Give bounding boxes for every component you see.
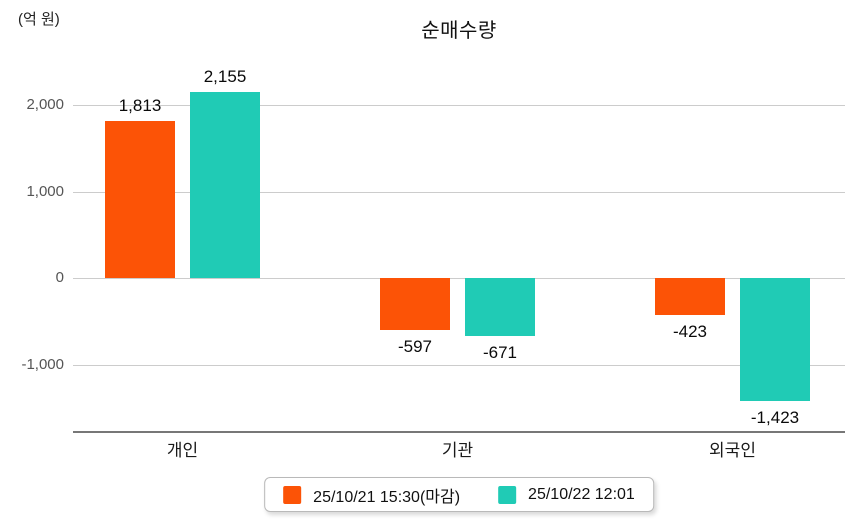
- value-label: -597: [397, 336, 433, 356]
- legend-swatch: [283, 485, 302, 504]
- legend-swatch: [498, 485, 517, 504]
- gridline: [73, 278, 845, 279]
- category-label-외국인: 외국인: [709, 441, 756, 460]
- y-tick-label: 0: [55, 269, 64, 286]
- category-label-기관: 기관: [441, 441, 474, 460]
- bar-기관-s2: [465, 278, 535, 337]
- y-tick-label: 1,000: [26, 182, 64, 200]
- gridline: [73, 364, 845, 366]
- legend-item-series2: 25/10/22 12:01: [498, 485, 635, 504]
- legend-label: 25/10/22 12:01: [528, 485, 635, 503]
- value-label: 1,813: [118, 96, 162, 116]
- bar-외국인-s2: [740, 278, 810, 402]
- value-label: -671: [482, 343, 518, 363]
- chart-title: 순매수량: [421, 20, 497, 42]
- bar-개인-s2: [190, 91, 260, 278]
- legend: 25/10/21 15:30(마감) 25/10/22 12:01: [264, 477, 654, 512]
- x-axis-line: [73, 431, 845, 433]
- legend-item-series1: 25/10/21 15:30(마감): [283, 483, 460, 507]
- legend-label: 25/10/21 15:30(마감): [313, 488, 461, 506]
- y-axis-unit-label: (억 원): [18, 11, 60, 28]
- bar-외국인-s1: [655, 278, 725, 315]
- value-label: -1,423: [750, 408, 800, 428]
- gridline: [73, 105, 845, 106]
- value-label: -423: [672, 321, 708, 341]
- y-tick-label: 2,000: [26, 96, 64, 113]
- bar-개인-s1: [105, 121, 175, 278]
- y-tick-label: -1,000: [21, 355, 64, 373]
- bar-기관-s1: [380, 278, 450, 330]
- category-label-개인: 개인: [166, 441, 199, 460]
- gridline: [73, 191, 845, 193]
- value-label: 2,155: [203, 66, 247, 86]
